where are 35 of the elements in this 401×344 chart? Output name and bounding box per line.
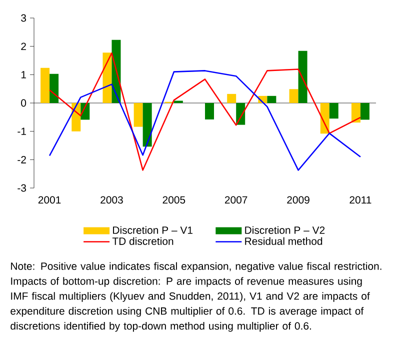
x-tick-label: 2005 bbox=[162, 196, 186, 204]
legend-label: Residual method bbox=[245, 237, 322, 245]
bar bbox=[205, 103, 214, 120]
y-tick-label: -3 bbox=[18, 184, 26, 192]
bar bbox=[134, 103, 143, 127]
legend-label: TD discretion bbox=[112, 237, 174, 245]
bar bbox=[329, 103, 338, 119]
bar bbox=[174, 100, 183, 104]
bar bbox=[289, 89, 298, 104]
bar bbox=[227, 94, 236, 104]
bar bbox=[298, 50, 308, 104]
x-tick-label: 2011 bbox=[350, 196, 372, 204]
x-tick-label: 2003 bbox=[100, 196, 123, 204]
y-tick-label: 3 bbox=[21, 14, 26, 22]
legend-label: Discretion P – V2 bbox=[245, 226, 325, 234]
y-tick-label: 2 bbox=[21, 42, 26, 50]
text: Note: Positive value indicates fiscal expansion, negative value fiscal restriction. Impacts of bottom-up discretion: P are impacts of revenue measures using IMF fiscal multipliers (Klyuev and Snudden, 2011), V1 and V2 are impacts of expenditure discretion using CNB multiplier of 0.6. TD is average impact of discretions identified by top-down method using multiplier of 0.6. bbox=[10, 262, 382, 332]
bar bbox=[50, 74, 59, 104]
y-tick-label: -2 bbox=[18, 156, 26, 164]
y-tick-label: 0 bbox=[21, 99, 26, 107]
x-tick-label: 2001 bbox=[38, 196, 61, 204]
line-series bbox=[48, 52, 362, 171]
y-tick-label: 1 bbox=[21, 71, 26, 78]
x-tick-label: 2009 bbox=[287, 196, 310, 204]
line-series bbox=[48, 70, 362, 171]
y-tick-label: -1 bbox=[18, 128, 26, 135]
legend-label: Discretion P – V1 bbox=[113, 226, 192, 234]
x-tick-label: 2007 bbox=[224, 196, 248, 204]
bar bbox=[40, 68, 50, 104]
bar bbox=[267, 96, 276, 104]
bar bbox=[102, 52, 112, 104]
bar bbox=[320, 103, 330, 134]
bar bbox=[351, 103, 360, 123]
bar bbox=[360, 103, 370, 120]
bar bbox=[142, 103, 152, 147]
